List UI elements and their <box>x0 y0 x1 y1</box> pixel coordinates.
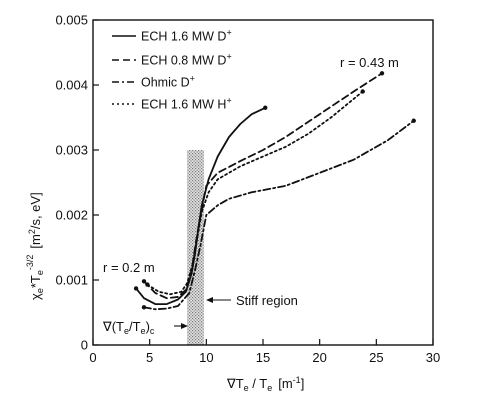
y-axis-title: χe*Te-3/2[m2/s, eV] <box>25 192 45 300</box>
y-tick-label: 0.003 <box>55 143 88 158</box>
legend: ECH 1.6 MW D+ ECH 0.8 MW D+ Ohmic D+ ECH… <box>112 28 232 112</box>
y-tick-label: 0 <box>81 338 88 353</box>
plot-frame <box>92 19 434 346</box>
series-line-2 <box>143 72 383 300</box>
x-tick-label: 0 <box>89 350 96 365</box>
y-tick-label: 0.004 <box>55 78 88 93</box>
annotation-stiff-region: Stiff region <box>236 293 298 308</box>
y-tick-label: 0.002 <box>55 208 88 223</box>
legend-item-4: ECH 1.6 MW H+ <box>141 96 232 112</box>
x-tick-label: 25 <box>369 350 383 365</box>
legend-item-1: ECH 1.6 MW D+ <box>141 28 232 44</box>
x-axis-title: ∇Te / Te [m-1] <box>226 375 304 393</box>
annotation-r-outer: r = 0.43 m <box>340 55 399 70</box>
series-layer <box>133 71 416 311</box>
y-tick-label: 0.005 <box>55 13 88 28</box>
series-endpoint-end-2 <box>379 71 385 76</box>
series-endpoint-end-4 <box>360 89 365 94</box>
series-endpoint-end-3 <box>411 118 416 123</box>
annotation-r-inner: r = 0.2 m <box>103 260 155 275</box>
series-endpoint-end-1 <box>263 105 268 110</box>
series-endpoint-start-3 <box>141 305 147 310</box>
series-line-3 <box>143 119 415 311</box>
x-tick-label: 10 <box>199 350 213 365</box>
y-tick-label: 0.001 <box>55 273 88 288</box>
x-tick-label: 30 <box>426 350 440 365</box>
legend-item-2: ECH 0.8 MW D+ <box>141 52 232 68</box>
ticks-layer: 0 5 10 15 20 25 30 0 0.001 0.002 0.003 0.004 0.005 <box>55 13 440 366</box>
stiff-region-arrow-head <box>206 297 213 303</box>
series-endpoint-start-4 <box>145 282 150 287</box>
x-tick-label: 20 <box>312 350 326 365</box>
critical-arrow-head <box>181 323 188 329</box>
x-tick-label: 5 <box>146 350 153 365</box>
annotation-critical-gradient: ∇(Te/Te)c <box>102 319 155 336</box>
legend-item-3: Ohmic D+ <box>141 74 195 90</box>
series-endpoint-start-2 <box>141 279 147 284</box>
series-endpoint-start-1 <box>133 286 139 291</box>
x-tick-label: 15 <box>256 350 270 365</box>
series-line-4 <box>146 90 364 296</box>
